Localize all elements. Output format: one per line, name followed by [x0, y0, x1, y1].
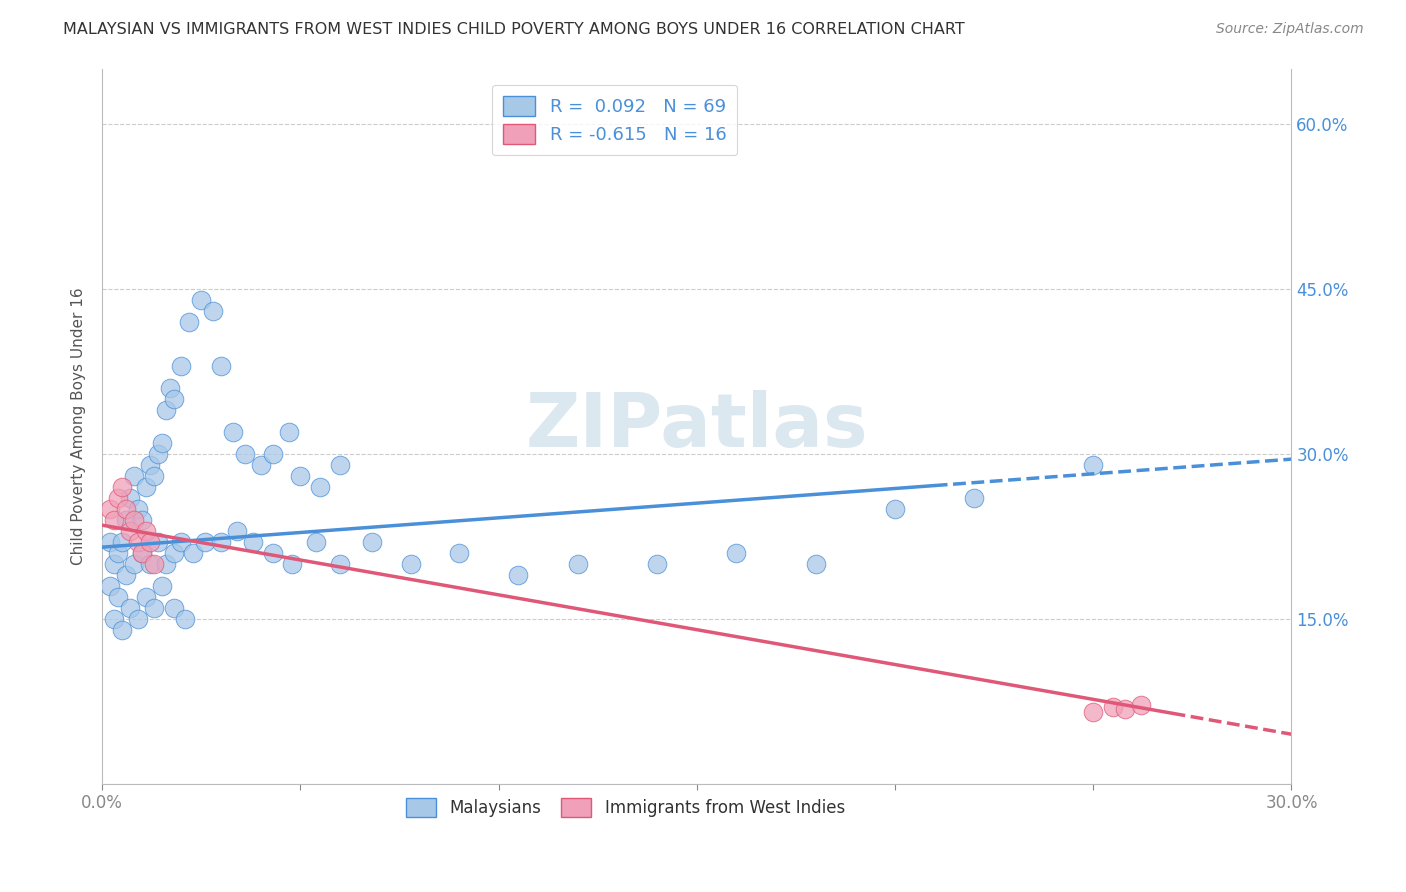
Point — [645, 557, 668, 571]
Point — [329, 458, 352, 472]
Point — [111, 623, 134, 637]
Point — [1083, 705, 1105, 719]
Point — [98, 579, 121, 593]
Point — [159, 381, 181, 395]
Point — [174, 612, 197, 626]
Point — [111, 480, 134, 494]
Point — [139, 534, 162, 549]
Point — [139, 458, 162, 472]
Point — [122, 557, 145, 571]
Point — [290, 468, 312, 483]
Point — [111, 534, 134, 549]
Point — [1083, 458, 1105, 472]
Point — [262, 546, 284, 560]
Point — [884, 501, 907, 516]
Point — [277, 425, 299, 439]
Point — [725, 546, 748, 560]
Point — [155, 402, 177, 417]
Point — [329, 557, 352, 571]
Point — [401, 557, 423, 571]
Point — [103, 513, 125, 527]
Point — [118, 491, 141, 505]
Point — [170, 534, 193, 549]
Point — [103, 557, 125, 571]
Point — [242, 534, 264, 549]
Point — [146, 447, 169, 461]
Point — [142, 600, 165, 615]
Point — [127, 534, 149, 549]
Point — [194, 534, 217, 549]
Point — [209, 359, 232, 373]
Point — [135, 480, 157, 494]
Point — [131, 546, 153, 560]
Point — [202, 303, 225, 318]
Point — [804, 557, 827, 571]
Point — [162, 600, 184, 615]
Text: MALAYSIAN VS IMMIGRANTS FROM WEST INDIES CHILD POVERTY AMONG BOYS UNDER 16 CORRE: MALAYSIAN VS IMMIGRANTS FROM WEST INDIES… — [63, 22, 965, 37]
Point — [115, 567, 138, 582]
Point — [150, 579, 173, 593]
Point — [567, 557, 589, 571]
Point — [1102, 699, 1125, 714]
Point — [226, 524, 249, 538]
Point — [508, 567, 530, 582]
Legend: Malaysians, Immigrants from West Indies: Malaysians, Immigrants from West Indies — [398, 789, 853, 825]
Point — [142, 557, 165, 571]
Point — [107, 546, 129, 560]
Point — [142, 468, 165, 483]
Point — [249, 458, 271, 472]
Point — [127, 501, 149, 516]
Point — [115, 513, 138, 527]
Point — [103, 612, 125, 626]
Point — [309, 480, 332, 494]
Point — [162, 392, 184, 406]
Text: Source: ZipAtlas.com: Source: ZipAtlas.com — [1216, 22, 1364, 37]
Point — [155, 557, 177, 571]
Point — [233, 447, 256, 461]
Point — [115, 501, 138, 516]
Point — [107, 491, 129, 505]
Point — [146, 534, 169, 549]
Point — [131, 546, 153, 560]
Point — [170, 359, 193, 373]
Point — [107, 590, 129, 604]
Point — [1114, 702, 1136, 716]
Point — [281, 557, 304, 571]
Point — [135, 524, 157, 538]
Point — [360, 534, 382, 549]
Point — [179, 315, 201, 329]
Point — [131, 513, 153, 527]
Point — [98, 501, 121, 516]
Point — [139, 557, 162, 571]
Point — [447, 546, 470, 560]
Point — [118, 600, 141, 615]
Point — [122, 513, 145, 527]
Y-axis label: Child Poverty Among Boys Under 16: Child Poverty Among Boys Under 16 — [72, 287, 86, 565]
Point — [209, 534, 232, 549]
Point — [305, 534, 328, 549]
Point — [150, 435, 173, 450]
Point — [1129, 698, 1152, 712]
Point — [183, 546, 205, 560]
Point — [162, 546, 184, 560]
Point — [98, 534, 121, 549]
Point — [127, 612, 149, 626]
Point — [190, 293, 212, 307]
Point — [222, 425, 245, 439]
Point — [118, 524, 141, 538]
Point — [135, 590, 157, 604]
Point — [122, 468, 145, 483]
Point — [963, 491, 986, 505]
Point — [262, 447, 284, 461]
Text: ZIPatlas: ZIPatlas — [526, 390, 868, 463]
